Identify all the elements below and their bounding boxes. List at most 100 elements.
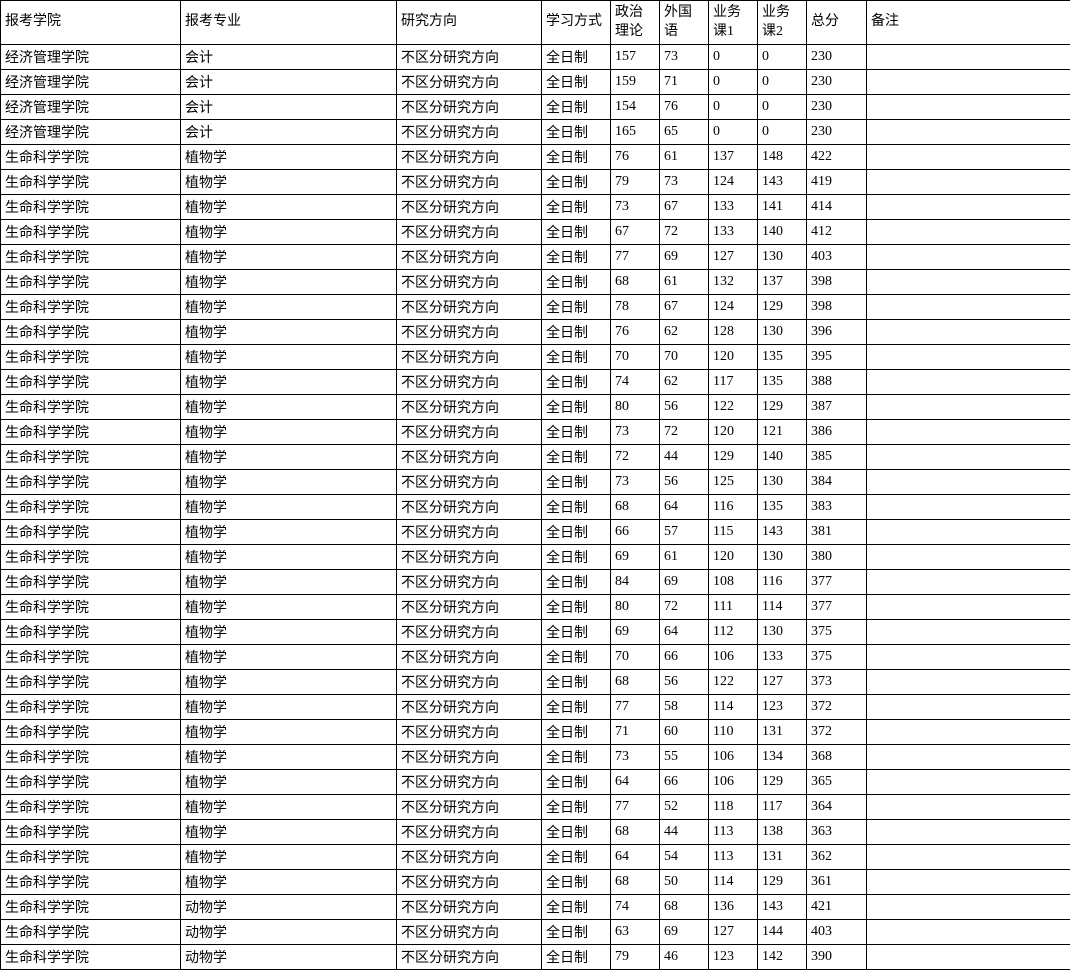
cell-total: 384 (807, 470, 867, 495)
cell-college: 生命科学学院 (1, 170, 181, 195)
cell-total: 230 (807, 95, 867, 120)
table-row: 经济管理学院会计不区分研究方向全日制1597100230 (1, 70, 1070, 95)
cell-college: 经济管理学院 (1, 95, 181, 120)
cell-total: 375 (807, 620, 867, 645)
cell-s2: 68 (660, 895, 709, 920)
table-row: 生命科学学院植物学不区分研究方向全日制7769127130403 (1, 245, 1070, 270)
cell-s1: 68 (611, 495, 660, 520)
cell-s4: 130 (758, 320, 807, 345)
cell-direction: 不区分研究方向 (397, 820, 542, 845)
cell-mode: 全日制 (542, 695, 611, 720)
cell-mode: 全日制 (542, 395, 611, 420)
cell-direction: 不区分研究方向 (397, 795, 542, 820)
cell-s4: 135 (758, 345, 807, 370)
cell-s1: 76 (611, 145, 660, 170)
cell-s3: 113 (709, 820, 758, 845)
table-row: 生命科学学院植物学不区分研究方向全日制8072111114377 (1, 595, 1070, 620)
cell-major: 植物学 (181, 620, 397, 645)
cell-major: 植物学 (181, 245, 397, 270)
cell-mode: 全日制 (542, 895, 611, 920)
cell-major: 植物学 (181, 445, 397, 470)
cell-mode: 全日制 (542, 820, 611, 845)
cell-remark (867, 195, 1070, 220)
cell-direction: 不区分研究方向 (397, 145, 542, 170)
cell-s3: 0 (709, 120, 758, 145)
cell-direction: 不区分研究方向 (397, 170, 542, 195)
cell-s1: 165 (611, 120, 660, 145)
cell-remark (867, 545, 1070, 570)
cell-s2: 57 (660, 520, 709, 545)
cell-mode: 全日制 (542, 545, 611, 570)
cell-s2: 62 (660, 370, 709, 395)
cell-remark (867, 570, 1070, 595)
cell-s2: 61 (660, 545, 709, 570)
cell-remark (867, 695, 1070, 720)
cell-major: 动物学 (181, 895, 397, 920)
cell-s2: 70 (660, 345, 709, 370)
cell-s1: 73 (611, 470, 660, 495)
cell-s4: 142 (758, 945, 807, 970)
cell-mode: 全日制 (542, 320, 611, 345)
cell-total: 380 (807, 545, 867, 570)
cell-major: 动物学 (181, 920, 397, 945)
cell-s4: 143 (758, 170, 807, 195)
cell-s4: 135 (758, 495, 807, 520)
cell-s3: 120 (709, 345, 758, 370)
cell-remark (867, 945, 1070, 970)
cell-mode: 全日制 (542, 220, 611, 245)
cell-s2: 69 (660, 570, 709, 595)
cell-remark (867, 870, 1070, 895)
cell-remark (867, 245, 1070, 270)
table-row: 生命科学学院植物学不区分研究方向全日制6961120130380 (1, 545, 1070, 570)
cell-college: 生命科学学院 (1, 570, 181, 595)
cell-college: 生命科学学院 (1, 845, 181, 870)
cell-remark (867, 395, 1070, 420)
cell-s3: 122 (709, 670, 758, 695)
cell-total: 396 (807, 320, 867, 345)
cell-s3: 113 (709, 845, 758, 870)
cell-direction: 不区分研究方向 (397, 920, 542, 945)
cell-remark (867, 595, 1070, 620)
cell-major: 植物学 (181, 345, 397, 370)
cell-s2: 66 (660, 770, 709, 795)
cell-s1: 67 (611, 220, 660, 245)
cell-mode: 全日制 (542, 745, 611, 770)
cell-mode: 全日制 (542, 295, 611, 320)
cell-remark (867, 720, 1070, 745)
cell-s2: 56 (660, 670, 709, 695)
cell-total: 373 (807, 670, 867, 695)
cell-major: 植物学 (181, 220, 397, 245)
cell-s4: 143 (758, 895, 807, 920)
cell-major: 植物学 (181, 270, 397, 295)
cell-s2: 62 (660, 320, 709, 345)
cell-total: 381 (807, 520, 867, 545)
cell-total: 398 (807, 295, 867, 320)
cell-total: 390 (807, 945, 867, 970)
cell-mode: 全日制 (542, 620, 611, 645)
cell-major: 植物学 (181, 370, 397, 395)
cell-direction: 不区分研究方向 (397, 895, 542, 920)
cell-remark (867, 170, 1070, 195)
cell-s2: 73 (660, 170, 709, 195)
cell-direction: 不区分研究方向 (397, 745, 542, 770)
score-table: 报考学院报考专业研究方向学习方式政治理论外国语业务课1业务课2总分备注 经济管理… (0, 0, 1070, 970)
cell-s4: 129 (758, 770, 807, 795)
cell-total: 364 (807, 795, 867, 820)
cell-total: 230 (807, 45, 867, 70)
cell-college: 生命科学学院 (1, 620, 181, 645)
cell-s1: 80 (611, 595, 660, 620)
cell-major: 植物学 (181, 795, 397, 820)
cell-s1: 74 (611, 370, 660, 395)
cell-s3: 137 (709, 145, 758, 170)
cell-major: 植物学 (181, 320, 397, 345)
cell-s1: 68 (611, 670, 660, 695)
cell-s4: 138 (758, 820, 807, 845)
table-row: 经济管理学院会计不区分研究方向全日制1547600230 (1, 95, 1070, 120)
table-row: 生命科学学院植物学不区分研究方向全日制7661137148422 (1, 145, 1070, 170)
cell-major: 植物学 (181, 820, 397, 845)
cell-major: 植物学 (181, 720, 397, 745)
cell-direction: 不区分研究方向 (397, 670, 542, 695)
cell-s1: 70 (611, 645, 660, 670)
cell-s3: 106 (709, 645, 758, 670)
cell-s1: 77 (611, 695, 660, 720)
